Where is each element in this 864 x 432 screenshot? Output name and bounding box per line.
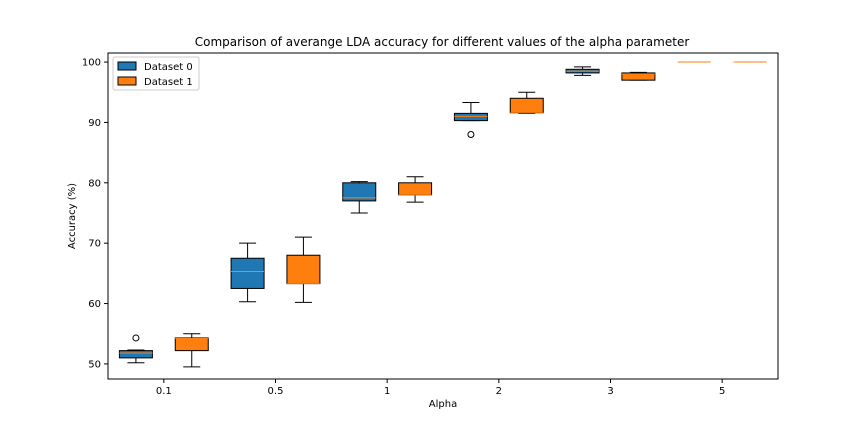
- outlier-point: [467, 131, 475, 138]
- y-tick-label: 50: [88, 359, 101, 370]
- y-tick-label: 80: [88, 178, 101, 189]
- y-tick-label: 70: [88, 239, 101, 250]
- legend-label: Dataset 1: [144, 77, 193, 88]
- box-body: [286, 254, 321, 285]
- x-tick-label: 2: [496, 386, 502, 397]
- y-tick-label: 100: [82, 58, 101, 69]
- chart-title: Comparison of averange LDA accuracy for …: [195, 35, 690, 49]
- box-dataset-1-0.1: [174, 333, 209, 368]
- box-dataset-1-3: [621, 71, 656, 81]
- box-dataset-0-3: [565, 66, 600, 76]
- legend-label: Dataset 0: [144, 62, 193, 73]
- box-body: [118, 350, 153, 359]
- box-dataset-1-0.5: [286, 236, 321, 303]
- legend: Dataset 0 Dataset 1: [112, 56, 200, 91]
- box-body: [342, 182, 377, 202]
- x-tick-label: 5: [719, 386, 725, 397]
- x-tick-label: 1: [384, 386, 390, 397]
- box-body: [398, 182, 433, 196]
- x-axis-label: Alpha: [429, 399, 457, 410]
- y-tick-label: 90: [88, 118, 101, 129]
- box-body: [621, 72, 656, 81]
- box-dataset-1-2: [509, 91, 544, 114]
- box-body: [509, 97, 544, 114]
- y-axis-label: Accuracy (%): [67, 183, 78, 249]
- box-dataset-0-0.1: [118, 334, 153, 364]
- outlier-point: [132, 334, 140, 342]
- box-body: [453, 112, 488, 122]
- legend-swatch: [117, 76, 137, 86]
- axes-frame: [107, 52, 779, 380]
- box-dataset-0-2: [453, 102, 488, 138]
- box-dataset-1-1: [398, 176, 433, 203]
- box-dataset-0-1: [342, 181, 377, 214]
- legend-swatch: [117, 61, 137, 71]
- x-tick-label: 3: [607, 386, 613, 397]
- box-body: [174, 337, 209, 352]
- x-tick-label: 0.5: [268, 386, 284, 397]
- box-body: [230, 257, 265, 289]
- axis-ticks: 50 60 70 80 90 100 0.1 0.5 1 2 3 5: [82, 58, 725, 397]
- x-tick-label: 0.1: [156, 386, 172, 397]
- y-tick-label: 60: [88, 299, 101, 310]
- box-dataset-0-0.5: [230, 242, 265, 303]
- plot-area: [118, 61, 767, 368]
